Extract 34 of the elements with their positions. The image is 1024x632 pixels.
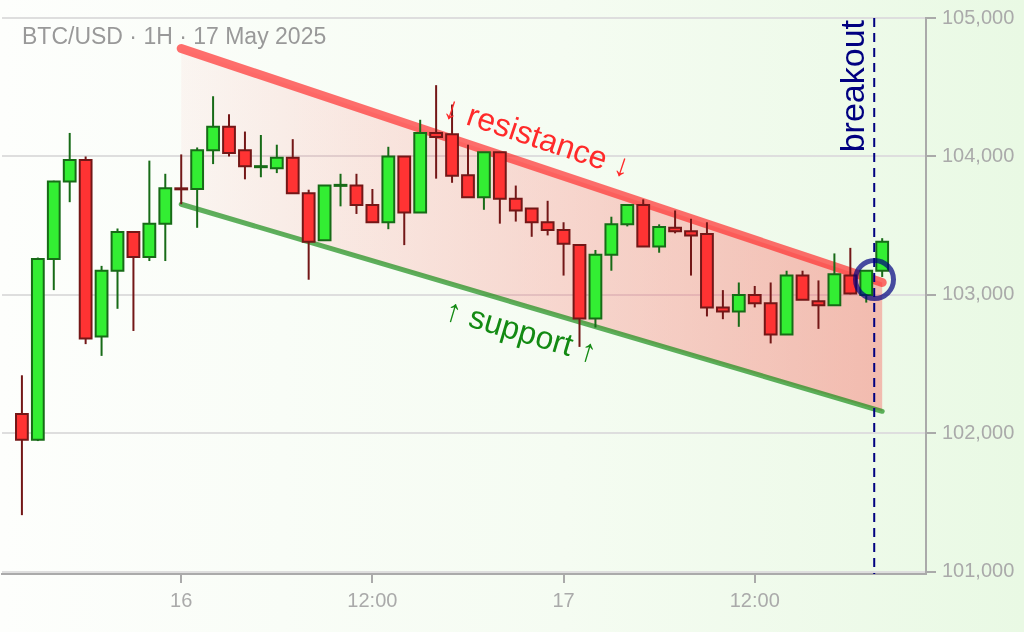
candlestick — [811, 279, 826, 330]
annotation: ↑ support ↑ — [441, 291, 602, 370]
candlestick — [620, 203, 635, 228]
ref-line-label: breakout — [833, 19, 872, 153]
candlestick — [269, 143, 284, 175]
x-tick-label: 12:00 — [729, 588, 780, 611]
candlestick — [684, 217, 698, 277]
candlestick — [540, 199, 555, 237]
chart-title: BTC/USD · 1H · 17 May 2025 — [22, 23, 327, 49]
candlestick — [253, 134, 268, 179]
candlestick — [668, 209, 682, 235]
candlestick — [174, 153, 189, 206]
candlestick — [365, 188, 380, 224]
candlestick — [349, 172, 364, 215]
candlestick — [747, 284, 762, 309]
x-tick-label: 16 — [170, 588, 193, 611]
candlestick — [206, 95, 220, 166]
candlestick — [524, 207, 539, 238]
y-tick-label: 103,000 — [942, 282, 1015, 305]
candlestick — [62, 131, 77, 204]
candlestick — [238, 130, 252, 181]
candlestick — [715, 289, 730, 321]
y-tick-label: 102,000 — [942, 420, 1015, 443]
y-tick-label: 101,000 — [942, 559, 1015, 582]
candlestick — [508, 184, 523, 223]
y-tick-label: 104,000 — [942, 144, 1015, 166]
x-tick-label: 12:00 — [347, 588, 398, 611]
candlestick — [333, 172, 348, 208]
candlestick — [556, 221, 571, 277]
y-tick-label: 105,000 — [942, 5, 1015, 28]
candlestick — [652, 223, 667, 254]
x-tick-label: 17 — [552, 588, 575, 611]
candlestick — [429, 84, 444, 180]
candlestick — [731, 281, 746, 328]
